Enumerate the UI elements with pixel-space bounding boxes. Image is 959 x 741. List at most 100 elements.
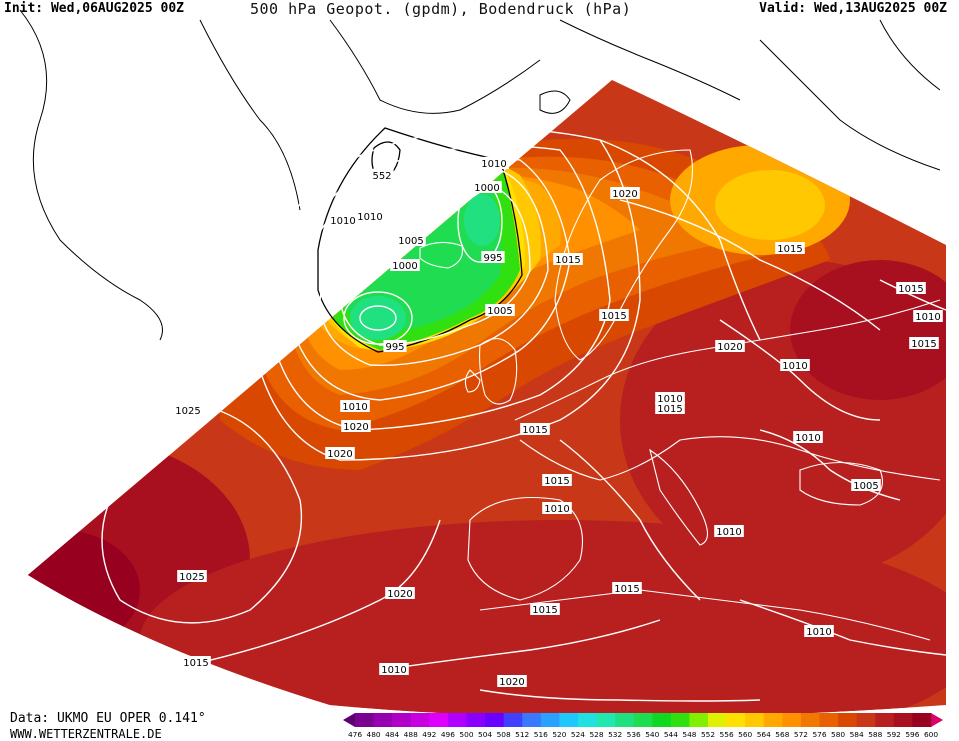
isobar-label-text: 1015	[777, 244, 802, 255]
isobar-label-text: 1010	[782, 361, 807, 372]
isobar-label: 1015	[896, 282, 926, 295]
isobar-label-text: 995	[385, 342, 404, 353]
colorbar-swatch	[410, 713, 430, 727]
isobar-label-text: 552	[372, 171, 391, 182]
colorbar-tick-label: 600	[924, 730, 938, 739]
colorbar-tick-label: 512	[515, 730, 529, 739]
colorbar-tick-label: 500	[459, 730, 473, 739]
isobar-label: 1010	[542, 502, 572, 515]
colorbar-max-arrow	[931, 713, 943, 727]
colorbar-swatch	[522, 713, 542, 727]
colorbar-tick-label: 476	[348, 730, 362, 739]
isobar-label: 1025	[173, 404, 203, 417]
isobar-label-text: 1015	[601, 311, 626, 322]
colorbar-swatch	[763, 713, 783, 727]
isobar-label: 1010	[780, 359, 810, 372]
colorbar-swatch	[447, 713, 467, 727]
colorbar-tick-label: 524	[571, 730, 585, 739]
website: WWW.WETTERZENTRALE.DE	[10, 727, 162, 741]
isobar-label: 1015	[775, 242, 805, 255]
isobar-label-text: 1000	[474, 183, 499, 194]
colorbar-swatch	[875, 713, 895, 727]
colorbar-swatch	[893, 713, 913, 727]
colorbar-tick-label: 548	[682, 730, 696, 739]
colorbar-swatch	[633, 713, 653, 727]
colorbar-swatch	[782, 713, 802, 727]
isobar-label: 1015	[530, 603, 560, 616]
colorbar-tick-label: 504	[478, 730, 492, 739]
colorbar-tick-label: 520	[552, 730, 566, 739]
colorbar-min-arrow	[343, 713, 355, 727]
colorbar-swatch	[373, 713, 393, 727]
colorbar-swatch	[819, 713, 839, 727]
isobar-label-text: 1010	[915, 312, 940, 323]
geopotential-contours	[317, 127, 523, 353]
isobar-label: 1010	[328, 214, 358, 227]
isobar-label-text: 1000	[392, 261, 417, 272]
colorbar-swatch	[670, 713, 690, 727]
colorbar-swatch	[577, 713, 598, 727]
colorbar-swatch	[726, 713, 746, 727]
isobar-label-text: 1010	[806, 627, 831, 638]
isobar-label-text: 1020	[327, 449, 352, 460]
isobar-label-text: 1005	[487, 306, 512, 317]
isobar-label-text: 1010	[481, 159, 506, 170]
colorbar-tick-label: 488	[404, 730, 418, 739]
colorbar: 476 480 484 488 492 496 500 504 508 512 516 520 524 5…	[343, 713, 943, 739]
isobar-label: 1020	[497, 675, 527, 688]
colorbar-tick-label: 536	[627, 730, 641, 739]
isobar-label: 1010	[355, 210, 385, 223]
colorbar-tick-label: 552	[701, 730, 715, 739]
isobar-label-text: 1025	[175, 406, 200, 417]
colorbar-swatch	[429, 713, 449, 727]
colorbar-tick-label: 508	[497, 730, 511, 739]
colorbar-swatch	[745, 713, 765, 727]
isobar-label: 1005	[851, 479, 881, 492]
colorbar-swatch	[392, 713, 412, 727]
isobar-label-text: 1015	[555, 255, 580, 266]
colorbar-swatch	[355, 713, 375, 727]
colorbar-tick-label: 572	[794, 730, 808, 739]
isobar-label-text: 1010	[342, 402, 367, 413]
isobar-label: 1005	[396, 234, 426, 247]
isobar-label-text: 1020	[499, 677, 524, 688]
colorbar-swatch	[615, 713, 635, 727]
isobar-label: 1010	[340, 400, 370, 413]
isobar-label-text: 1010	[795, 433, 820, 444]
isobar-label: 1020	[385, 587, 415, 600]
colorbar-swatch	[689, 713, 709, 727]
isobar-label-text: 1010	[657, 394, 682, 405]
isobar-label-text: 1015	[657, 404, 682, 415]
isobar-label-text: 995	[483, 253, 502, 264]
data-source: Data: UKMO EU OPER 0.141°	[10, 711, 206, 726]
isobar-label: 1005	[485, 304, 515, 317]
colorbar-tick-label: 576	[812, 730, 826, 739]
map-title: 500 hPa Geopot. (gpdm), Bodendruck (hPa)	[250, 0, 632, 18]
isobar-label: 1010	[913, 310, 943, 323]
colorbar-swatch	[559, 713, 579, 727]
colorbar-swatch	[800, 713, 821, 727]
isobar-label-text: 1010	[330, 216, 355, 227]
outer-coastlines	[19, 9, 941, 341]
isobar-label: 1020	[610, 187, 640, 200]
isobar-label: 1015	[181, 656, 211, 669]
isobar-label: 995	[481, 251, 505, 264]
isobar-label-text: 1015	[614, 584, 639, 595]
isobar-label-text: 1020	[612, 189, 637, 200]
colorbar-tick-label: 484	[385, 730, 399, 739]
isobar-label: 1015	[612, 582, 642, 595]
isobar-label: 1000	[390, 259, 420, 272]
colorbar-tick-label: 544	[664, 730, 678, 739]
isobar-label-text: 1020	[343, 422, 368, 433]
colorbar-swatch	[540, 713, 560, 727]
colorbar-swatch	[652, 713, 672, 727]
isobar-label: 1010	[655, 392, 685, 405]
init-time: Init: Wed,06AUG2025 00Z	[4, 1, 185, 16]
isobar-label: 1010	[714, 525, 744, 538]
isobar-label: 1015	[520, 423, 550, 436]
colorbar-swatch	[503, 713, 523, 727]
colorbar-tick-label: 492	[422, 730, 436, 739]
